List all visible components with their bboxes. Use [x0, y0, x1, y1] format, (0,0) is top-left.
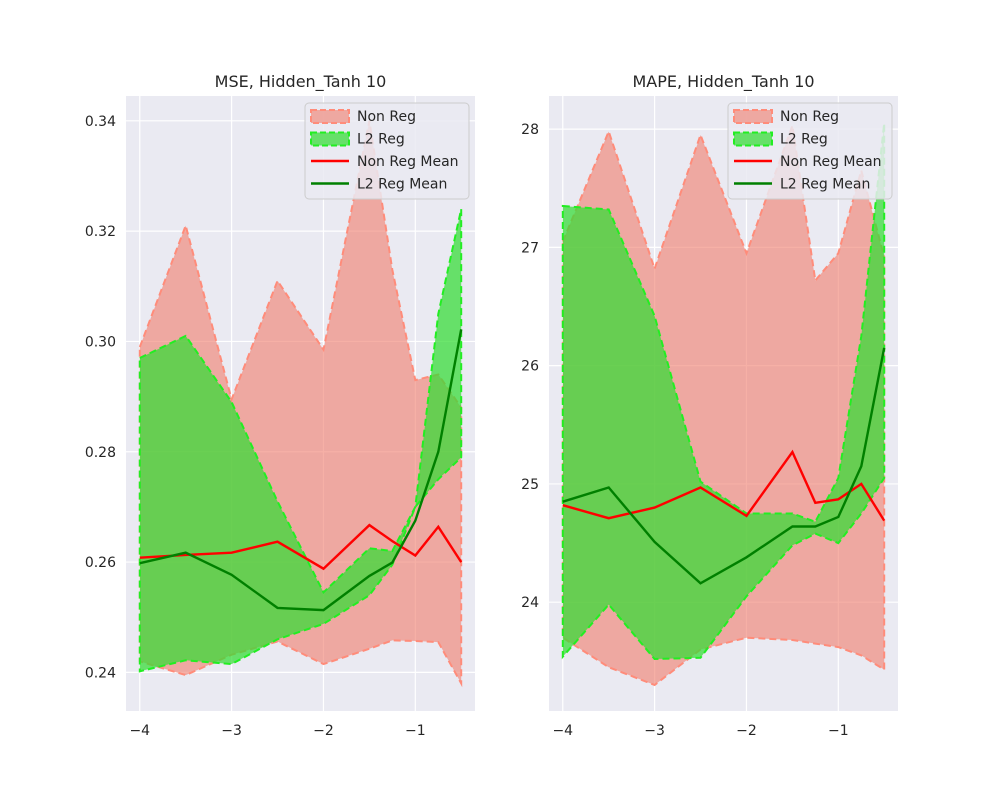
y-tick-label: 0.26 [85, 555, 116, 571]
l2-reg-mean-line [139, 329, 463, 612]
x-tick-label: −2 [736, 723, 757, 739]
x-tick-label: −4 [552, 723, 573, 739]
y-tick-label: 28 [521, 122, 539, 138]
legend-swatch [733, 131, 773, 147]
x-tick-label: −1 [405, 723, 426, 739]
legend-label: Non Reg [357, 109, 416, 125]
l2-reg-band [138, 208, 463, 673]
chart-title: MSE, Hidden_Tanh 10 [215, 72, 387, 92]
y-tick-label: 0.32 [85, 224, 116, 240]
legend-label: L2 Reg Mean [780, 177, 870, 193]
y-tick-label: 27 [521, 240, 539, 256]
chart-title: MAPE, Hidden_Tanh 10 [632, 72, 814, 92]
y-tick-label: 24 [521, 595, 539, 611]
y-tick-label: 0.24 [85, 665, 116, 681]
l2-reg-band [561, 123, 886, 661]
legend-label: Non Reg [780, 109, 839, 125]
legend-label: Non Reg Mean [780, 154, 882, 170]
x-tick-label: −3 [644, 723, 665, 739]
legend: Non Reg L2 Reg Non Reg Mean L2 Reg Mean [727, 102, 893, 200]
x-tick-label: −1 [828, 723, 849, 739]
l2-reg-mean-line [562, 347, 886, 585]
legend-label: Non Reg Mean [357, 154, 459, 170]
x-tick-label: −2 [313, 723, 334, 739]
legend-swatch [310, 109, 350, 124]
legend-label: L2 Reg [780, 132, 828, 148]
y-tick-label: 25 [521, 477, 539, 493]
legend-label: L2 Reg [357, 132, 405, 148]
x-tick-label: −4 [129, 723, 150, 739]
legend-frame [304, 102, 470, 200]
chart-panel-1: −4 −3 −2 −1 0.24 0.26 0.28 0.30 0.32 0.34 MSE, Hid… [85, 72, 475, 739]
chart-panel-2: −4 −3 −2 −1 24 25 26 27 28 MAPE, Hidden_Tanh 10 No… [521, 72, 898, 739]
y-tick-label: 0.28 [85, 445, 116, 461]
y-tick-label: 0.30 [85, 334, 116, 350]
legend-swatch [733, 109, 773, 124]
legend: Non Reg L2 Reg Non Reg Mean L2 Reg Mean [304, 102, 470, 200]
y-tick-label: 26 [521, 359, 539, 375]
x-tick-label: −3 [221, 723, 242, 739]
legend-label: L2 Reg Mean [357, 177, 447, 193]
legend-swatch [310, 131, 350, 147]
non-reg-mean-line [139, 523, 463, 571]
y-tick-label: 0.34 [85, 114, 116, 130]
legend-frame [727, 102, 893, 200]
